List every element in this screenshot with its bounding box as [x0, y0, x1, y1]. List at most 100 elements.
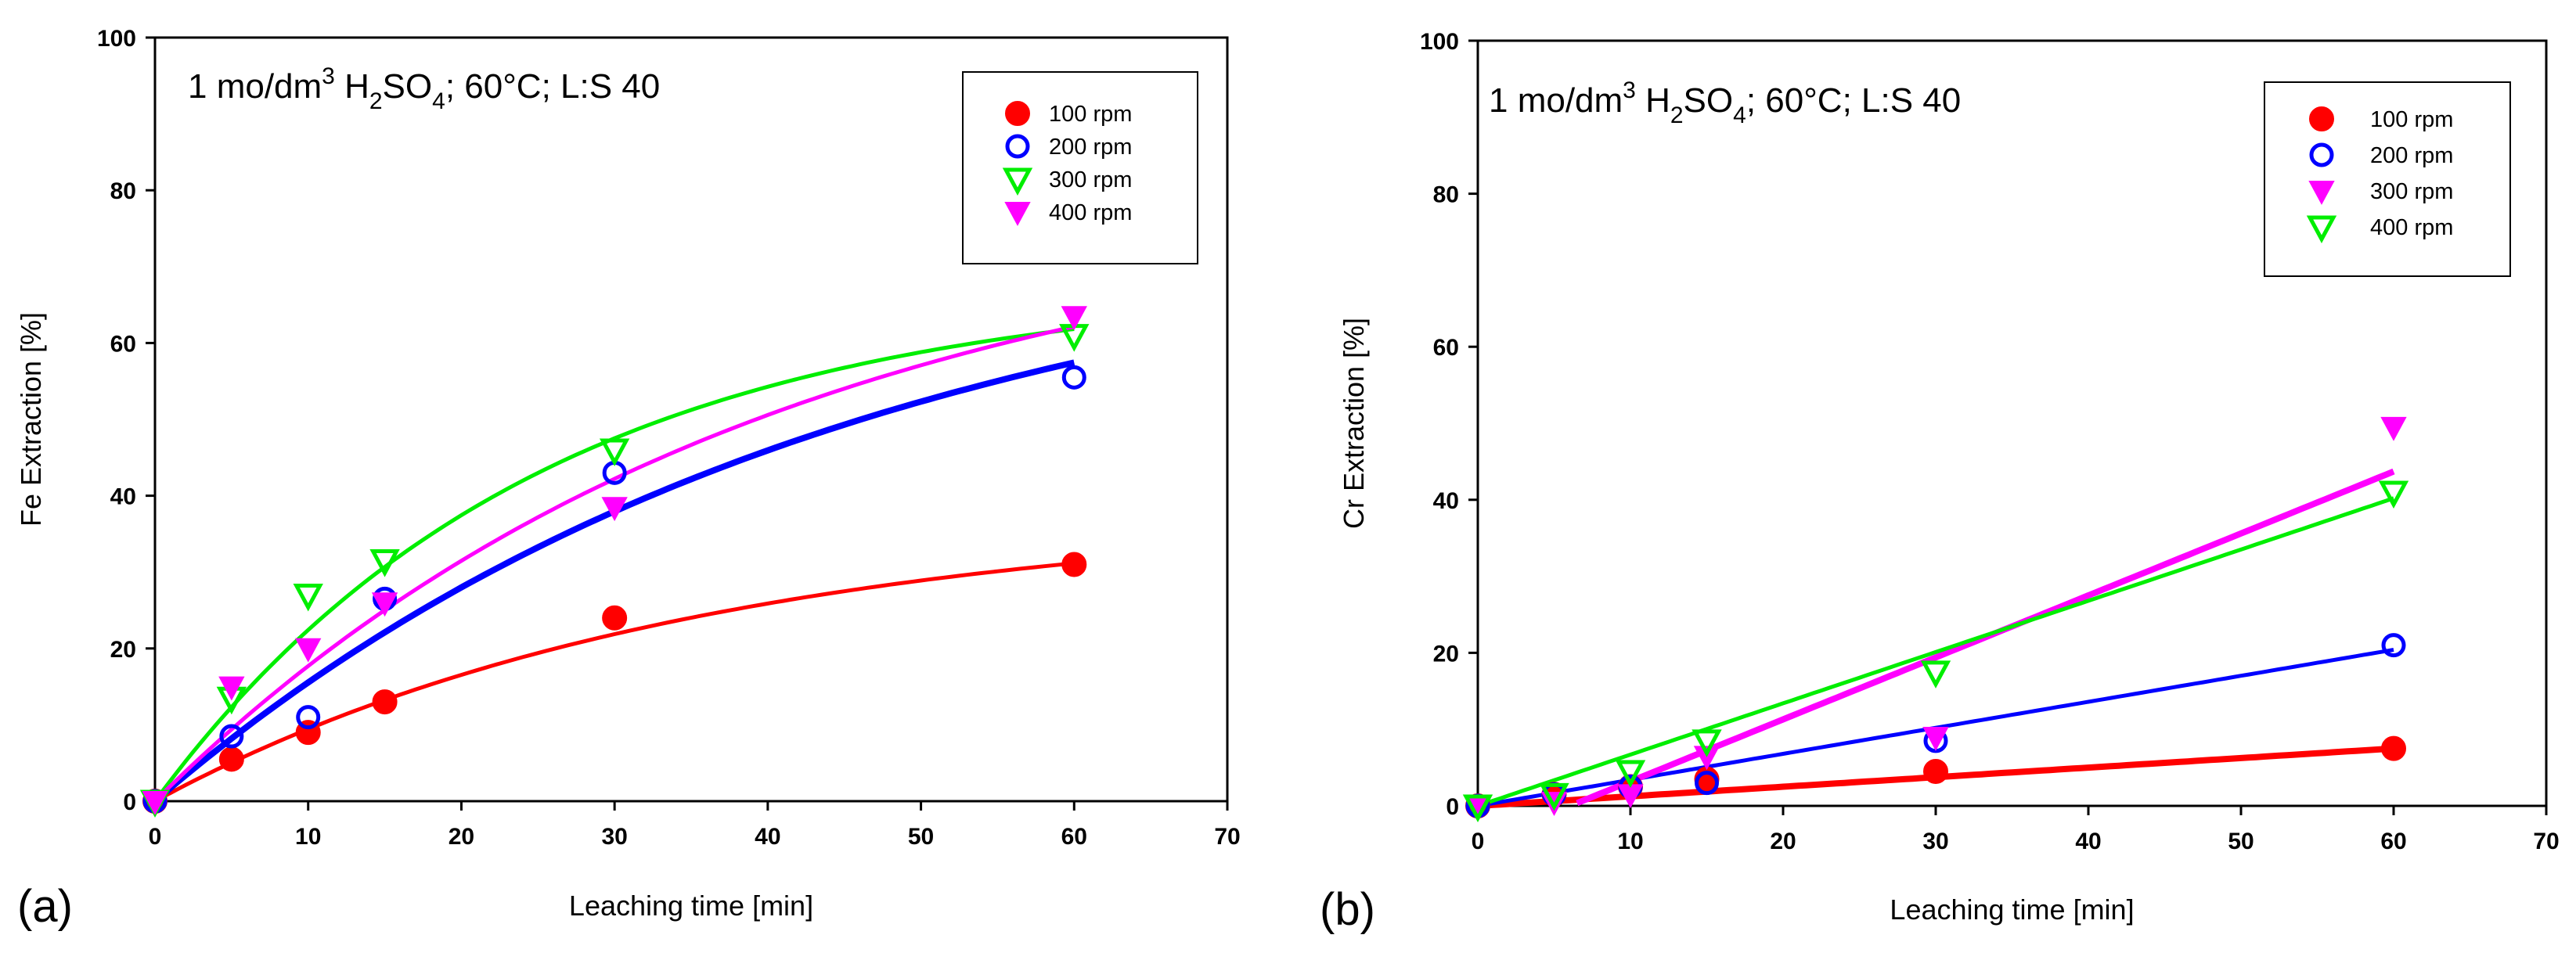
data-point-200-rpm	[296, 705, 321, 730]
y-tick-label: 40	[110, 484, 136, 510]
data-point-400-rpm	[601, 497, 628, 522]
data-point-400-rpm	[1061, 306, 1087, 331]
data-point-100-rpm	[1061, 552, 1087, 577]
data-point-300-rpm	[1693, 746, 1720, 771]
condition-annotation: 1 mo/dm3 H2SO4; 60°C; L:S 40	[188, 63, 660, 114]
y-tick-label: 0	[123, 789, 136, 815]
y-tick-label: 60	[1433, 335, 1459, 361]
data-point-100-rpm	[372, 689, 398, 715]
data-point-400-rpm	[142, 791, 168, 815]
annotation-part: 3	[1623, 77, 1636, 103]
data-point-200-rpm	[2381, 633, 2406, 658]
legend: 100 rpm 200 rpm 300 rpm 400 rpm	[2264, 81, 2511, 277]
fit-line-300-rpm	[153, 327, 1075, 803]
annotation-part: ; 60°C; L:S 40	[445, 67, 660, 106]
annotation-part: H	[335, 67, 369, 106]
y-tick-label: 100	[1420, 29, 1459, 55]
fit-line-100-rpm	[153, 561, 1075, 804]
legend-box	[2264, 81, 2511, 277]
fit-line-400-rpm	[1477, 496, 2394, 808]
x-tick-label: 70	[1214, 824, 1240, 850]
data-point-300-rpm	[369, 549, 400, 577]
data-point-200-rpm	[219, 724, 244, 749]
legend-label: 100 rpm	[1049, 102, 1132, 127]
data-point-300-rpm	[293, 583, 323, 612]
y-tick-label: 20	[1433, 641, 1459, 667]
x-tick-label: 70	[2533, 829, 2559, 854]
annotation-part: 2	[369, 88, 383, 114]
y-tick-label: 0	[1446, 794, 1459, 820]
y-tick-label: 40	[1433, 488, 1459, 514]
legend-marker	[1005, 101, 1030, 126]
data-point-100-rpm	[218, 746, 244, 772]
x-tick-label: 40	[755, 824, 780, 850]
x-tick-label: 60	[2380, 829, 2406, 854]
annotation-part: 2	[1670, 102, 1684, 128]
legend-marker	[1002, 167, 1033, 196]
annotation-part: 4	[1733, 102, 1746, 128]
annotation-part: H	[1636, 81, 1670, 120]
legend-marker	[2309, 142, 2334, 167]
x-tick-label: 0	[149, 824, 162, 850]
legend-box	[962, 71, 1198, 264]
data-point-400-rpm	[2378, 480, 2409, 509]
condition-annotation: 1 mo/dm3 H2SO4; 60°C; L:S 40	[1489, 77, 1961, 128]
y-tick-label: 80	[110, 178, 136, 204]
y-axis-label: Fe Extraction [%]	[15, 312, 47, 527]
legend: 100 rpm 200 rpm 300 rpm 400 rpm	[962, 71, 1198, 264]
data-point-200-rpm	[1695, 771, 1719, 796]
legend-marker	[1004, 202, 1031, 226]
data-point-400-rpm	[218, 676, 245, 701]
annotation-part: 1 mo/dm	[1489, 81, 1623, 120]
data-point-400-rpm	[1692, 729, 1722, 757]
x-tick-label: 30	[1922, 829, 1948, 854]
y-axis-label: Cr Extraction [%]	[1338, 318, 1370, 529]
data-point-400-rpm	[1615, 760, 1646, 788]
x-tick-label: 20	[449, 824, 474, 850]
data-point-400-rpm	[1462, 794, 1493, 823]
x-tick-label: 50	[908, 824, 934, 850]
x-tick-label: 10	[295, 824, 321, 850]
annotation-part: ; 60°C; L:S 40	[1746, 81, 1961, 120]
legend-label: 400 rpm	[2370, 215, 2453, 240]
x-tick-label: 10	[1617, 829, 1643, 854]
x-axis-label: Leaching time [min]	[569, 890, 813, 922]
legend-marker	[1005, 134, 1030, 159]
annotation-part: SO	[1684, 81, 1734, 120]
chart-panel-1: 0 10 20 30 40 50 60 70 0 20 40 60 80 100 Leaching time…	[15, 26, 1241, 932]
legend-label: 400 rpm	[1049, 200, 1132, 225]
x-tick-label: 0	[1472, 829, 1485, 854]
data-point-300-rpm	[599, 438, 630, 467]
legend-marker	[2306, 215, 2337, 244]
data-point-100-rpm	[602, 605, 628, 631]
fit-line-400-rpm	[153, 324, 1075, 803]
data-point-400-rpm	[1920, 660, 1951, 689]
x-tick-label: 30	[601, 824, 627, 850]
data-point-300-rpm	[2380, 416, 2407, 441]
y-tick-label: 20	[110, 637, 136, 663]
x-tick-label: 40	[2075, 829, 2101, 854]
legend-label: 200 rpm	[1049, 135, 1132, 160]
data-point-200-rpm	[1061, 365, 1086, 390]
data-point-100-rpm	[1923, 758, 1948, 784]
panel-label: (b)	[1320, 884, 1375, 935]
annotation-part: 1 mo/dm	[188, 67, 322, 106]
legend-label: 200 rpm	[2370, 143, 2453, 168]
annotation-part: 3	[322, 63, 335, 89]
data-point-300-rpm	[1922, 726, 1949, 751]
plot-frame	[153, 36, 1229, 803]
y-tick-label: 100	[97, 26, 136, 52]
x-tick-label: 20	[1770, 829, 1796, 854]
legend-label: 300 rpm	[1049, 167, 1132, 192]
data-point-400-rpm	[295, 638, 322, 663]
y-tick-label: 80	[1433, 182, 1459, 208]
data-point-400-rpm	[371, 592, 398, 617]
x-tick-label: 60	[1061, 824, 1087, 850]
legend-marker	[2309, 106, 2334, 131]
panel-label: (a)	[17, 881, 73, 932]
chart-panel-2: 0 10 20 30 40 50 60 70 0 20 40 60 80 100 Leaching time…	[1320, 29, 2560, 935]
x-axis-label: Leaching time [min]	[1890, 893, 2134, 926]
annotation-part: 4	[432, 88, 445, 114]
plot-frame	[1476, 39, 2548, 807]
